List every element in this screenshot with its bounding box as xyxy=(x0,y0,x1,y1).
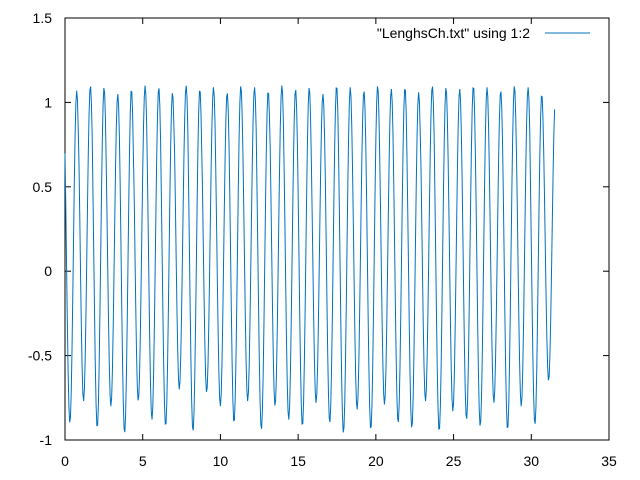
y-tick-label: 1 xyxy=(44,94,52,110)
y-tick-label: 0 xyxy=(44,263,52,279)
x-tick-label: 0 xyxy=(61,453,69,469)
series-line xyxy=(64,85,556,433)
y-tick-label: -0.5 xyxy=(28,348,52,364)
x-tick-label: 30 xyxy=(523,453,539,469)
legend: "LenghsCh.txt" using 1:2 xyxy=(377,25,590,41)
tick-labels: 0 5 10 15 20 25 30 35 -1 -0.5 0 0.5 1 1.5 xyxy=(28,10,617,469)
x-tick-label: 25 xyxy=(446,453,462,469)
y-tick-label: -1 xyxy=(40,432,53,448)
x-tick-label: 5 xyxy=(139,453,147,469)
y-tick-label: 1.5 xyxy=(33,10,53,26)
x-tick-label: 15 xyxy=(290,453,306,469)
x-tick-label: 20 xyxy=(368,453,384,469)
x-tick-label: 10 xyxy=(213,453,229,469)
axis-ticks xyxy=(64,17,610,441)
y-tick-label: 0.5 xyxy=(33,179,53,195)
legend-label: "LenghsCh.txt" using 1:2 xyxy=(377,25,530,41)
plot-frame xyxy=(64,17,610,441)
x-tick-label: 35 xyxy=(601,453,617,469)
